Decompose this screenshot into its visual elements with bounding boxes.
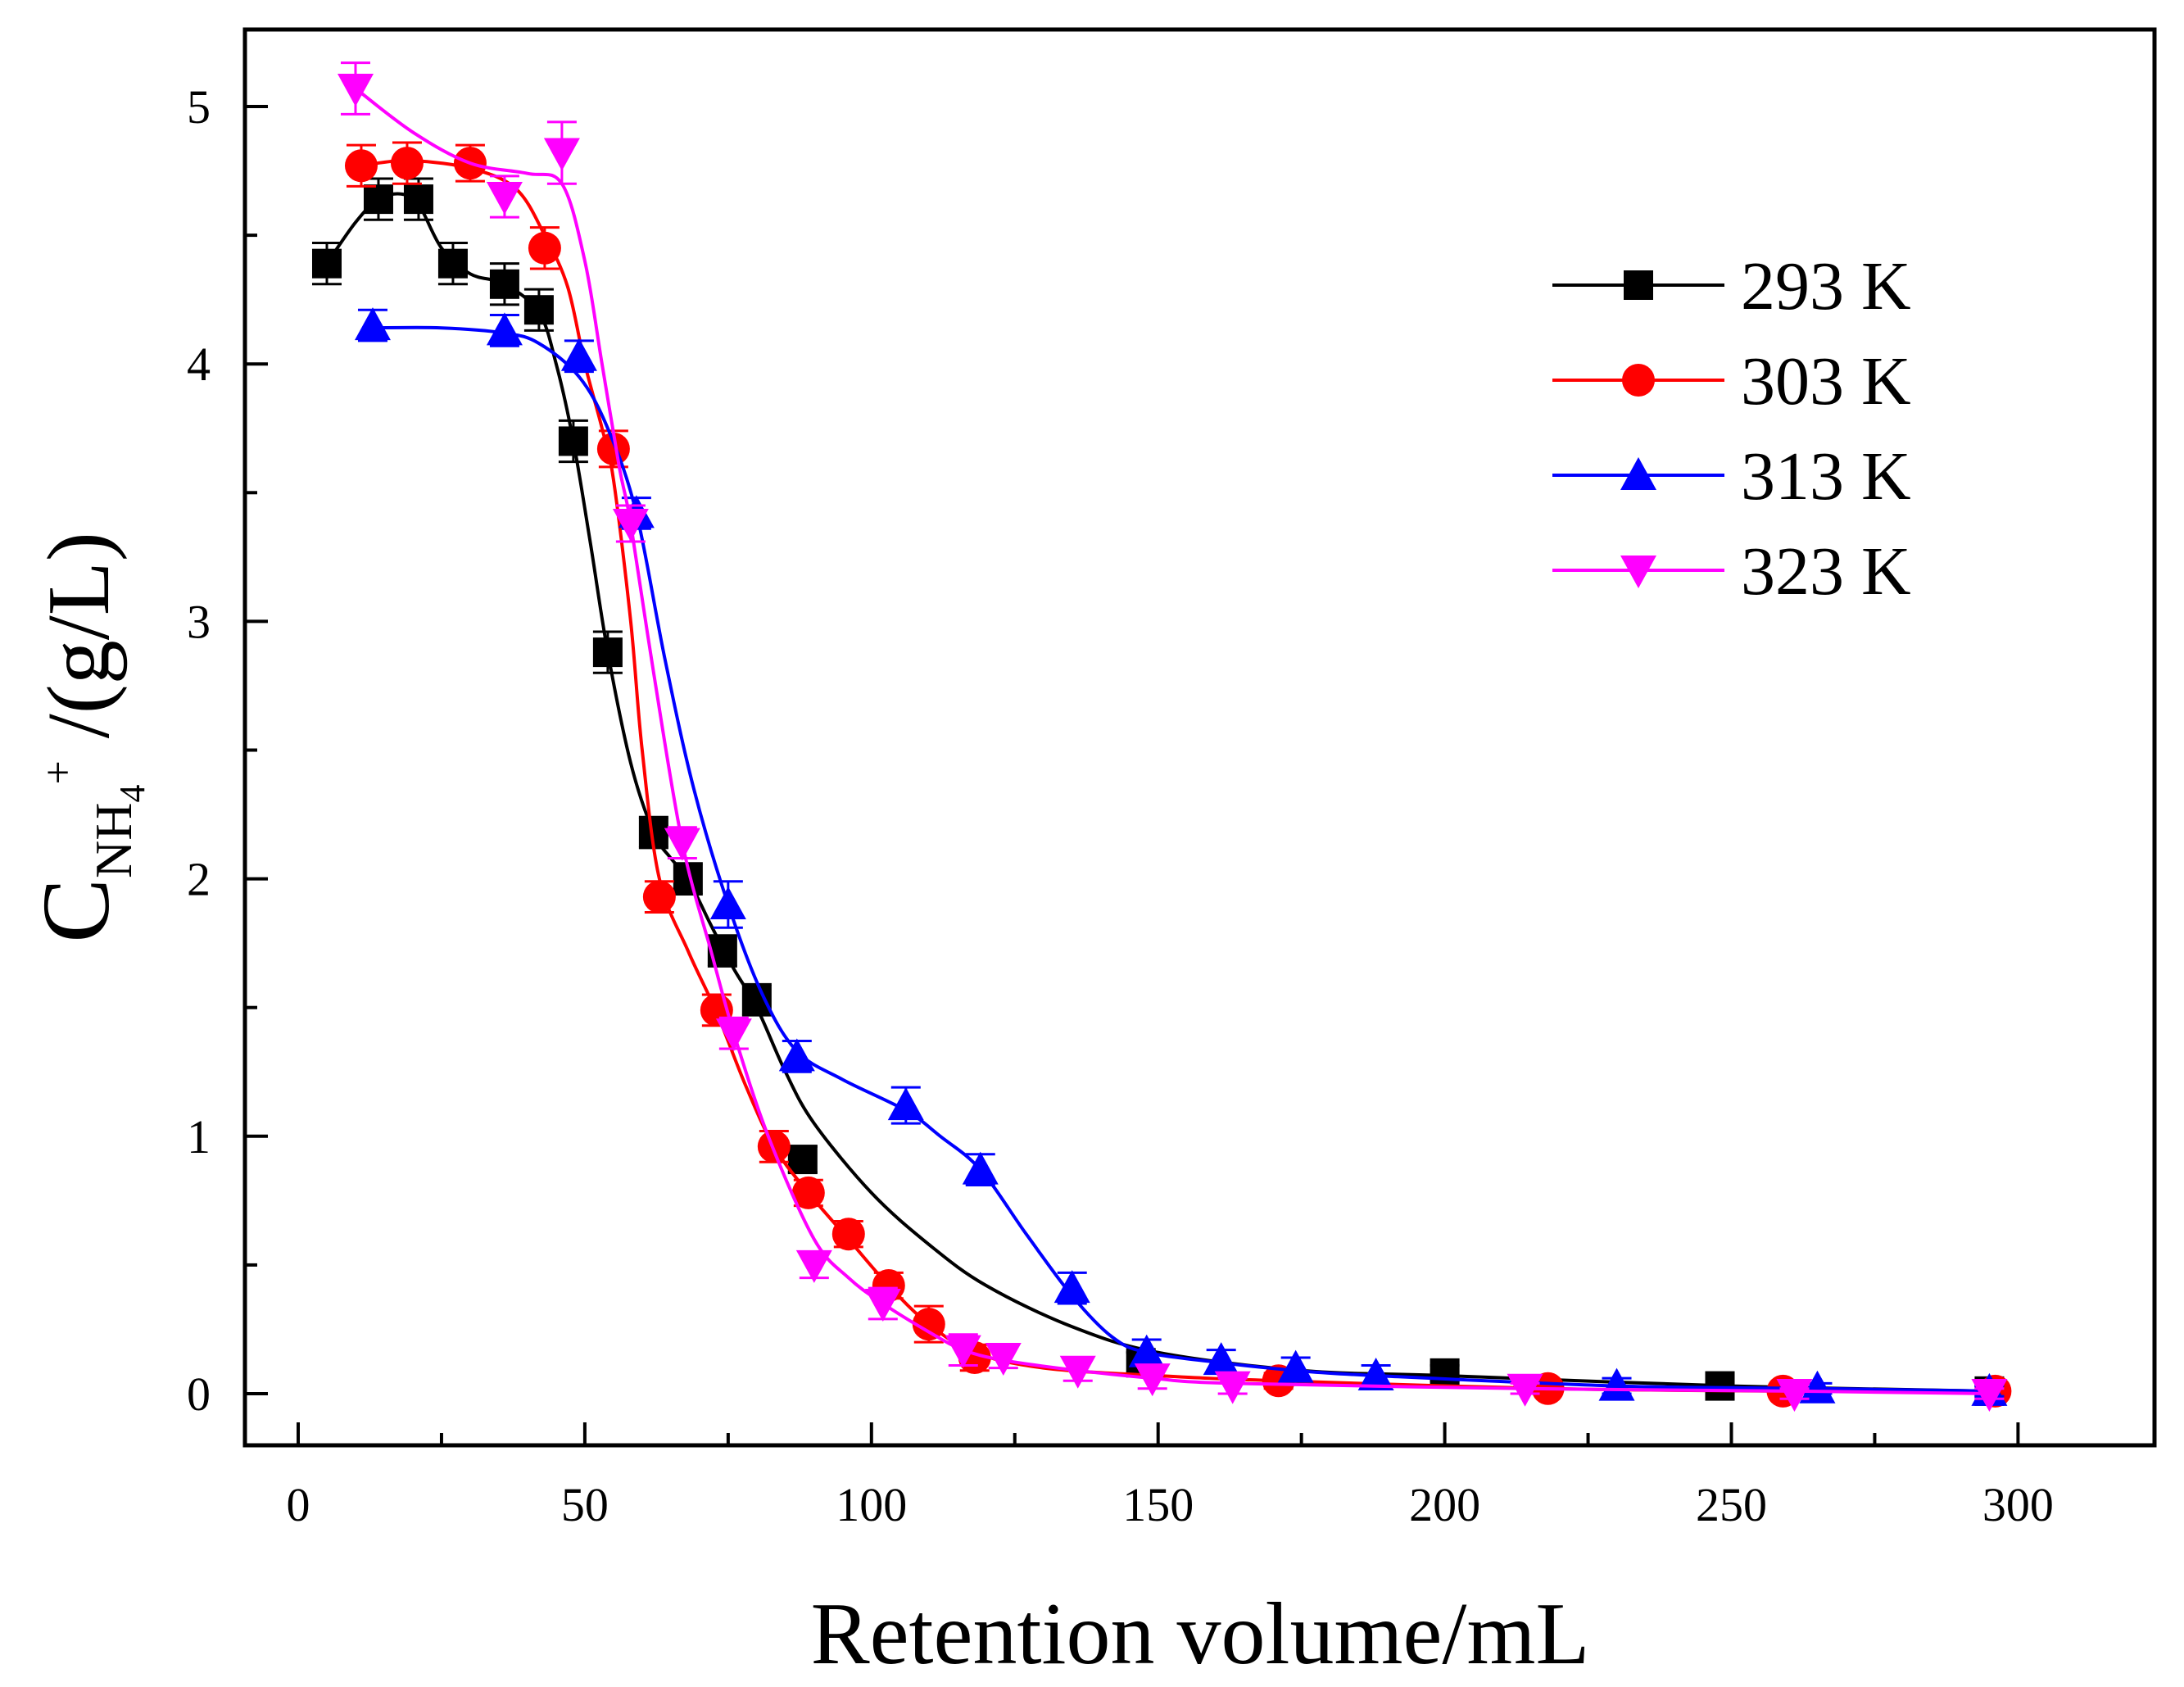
- legend-item: 293 K: [1552, 248, 1911, 324]
- data-point: [363, 184, 393, 215]
- data-point: [642, 880, 676, 914]
- y-tick-label: 0: [187, 1367, 211, 1421]
- data-point: [791, 1176, 825, 1209]
- legend-item: 313 K: [1552, 438, 1911, 515]
- data-point: [831, 1218, 865, 1251]
- data-point: [985, 1343, 1022, 1376]
- data-point: [1277, 1349, 1314, 1383]
- x-tick-label: 300: [1982, 1478, 2054, 1531]
- data-point: [912, 1308, 945, 1341]
- data-point: [592, 637, 623, 668]
- data-point: [709, 887, 746, 920]
- x-tick-label: 200: [1409, 1478, 1480, 1531]
- x-tick-label: 100: [836, 1478, 907, 1531]
- data-point: [1203, 1342, 1239, 1376]
- legend-item: 323 K: [1552, 533, 1911, 610]
- data-point: [1053, 1270, 1090, 1304]
- y-tick-label: 4: [187, 338, 211, 391]
- legend-label: 323 K: [1741, 533, 1911, 610]
- series-line: [354, 87, 1990, 1395]
- y-tick-label: 5: [187, 80, 211, 134]
- data-point: [489, 269, 519, 299]
- data-point: [1128, 1334, 1165, 1367]
- legend-marker: [1620, 556, 1656, 588]
- y-tick-label: 3: [187, 595, 211, 648]
- data-point: [778, 1038, 815, 1072]
- data-point: [1214, 1371, 1251, 1404]
- x-tick-label: 50: [561, 1478, 609, 1531]
- data-point: [528, 231, 561, 265]
- data-point: [486, 312, 523, 346]
- x-axis-title: Retention volume/mL: [811, 1585, 1590, 1683]
- ticks-layer: 0 50 100 150 200 250 300 0 1 2 3 4 5: [187, 80, 2054, 1531]
- data-point: [1776, 1379, 1813, 1412]
- series-323-k: [337, 61, 2008, 1412]
- legend-item: 303 K: [1552, 343, 1911, 419]
- data-point: [311, 248, 342, 279]
- y-axis-title-unit: /(g/L): [30, 532, 128, 760]
- data-point: [560, 338, 597, 371]
- data-point: [1507, 1373, 1543, 1407]
- data-point: [715, 1018, 752, 1052]
- data-point: [612, 509, 649, 542]
- y-axis-title-sub: NH: [84, 803, 143, 878]
- data-point: [558, 426, 588, 456]
- data-point: [543, 138, 580, 171]
- data-point: [596, 432, 630, 465]
- data-point: [741, 985, 772, 1015]
- data-point: [354, 307, 391, 341]
- data-point: [486, 181, 523, 215]
- data-point: [1971, 1379, 2008, 1412]
- legend-marker: [1622, 364, 1655, 397]
- data-point: [523, 295, 554, 325]
- data-point: [390, 147, 424, 180]
- data-point: [1430, 1358, 1460, 1388]
- data-point: [1134, 1363, 1171, 1397]
- data-point: [1598, 1367, 1635, 1401]
- plot-frame: [242, 27, 2157, 1448]
- y-axis-title-subsub: 4: [112, 785, 152, 803]
- x-tick-label: 0: [287, 1478, 310, 1531]
- data-point: [1059, 1355, 1096, 1389]
- x-tick-label: 150: [1122, 1478, 1194, 1531]
- data-point: [887, 1087, 924, 1121]
- data-point: [403, 184, 433, 215]
- x-tick-label: 250: [1696, 1478, 1767, 1531]
- data-point: [787, 1145, 818, 1175]
- legend-label: 303 K: [1741, 343, 1911, 419]
- data-point: [864, 1289, 901, 1322]
- y-tick-label: 2: [187, 853, 211, 906]
- data-point: [945, 1335, 981, 1368]
- data-point: [437, 248, 468, 279]
- y-axis-title: CNH4 + /(g/L): [22, 532, 152, 942]
- legend-label: 293 K: [1741, 248, 1911, 324]
- legend: 293 K 303 K 313 K 323 K: [1552, 248, 1911, 610]
- y-axis-title-text: CNH4 + /(g/L): [22, 532, 152, 942]
- data-point: [795, 1249, 832, 1283]
- data-point: [1357, 1358, 1394, 1391]
- legend-marker: [1620, 457, 1656, 490]
- data-point: [337, 74, 374, 107]
- data-point: [664, 828, 700, 861]
- data-point: [1799, 1370, 1836, 1404]
- series-layer: [311, 61, 2012, 1412]
- legend-marker: [1624, 270, 1653, 300]
- data-point: [1705, 1371, 1735, 1401]
- data-point: [962, 1151, 999, 1185]
- legend-label: 313 K: [1741, 438, 1911, 515]
- data-point: [344, 149, 378, 183]
- y-axis-title-main: C: [22, 878, 129, 943]
- y-axis-title-sup: +: [35, 760, 82, 784]
- y-tick-label: 1: [187, 1110, 211, 1163]
